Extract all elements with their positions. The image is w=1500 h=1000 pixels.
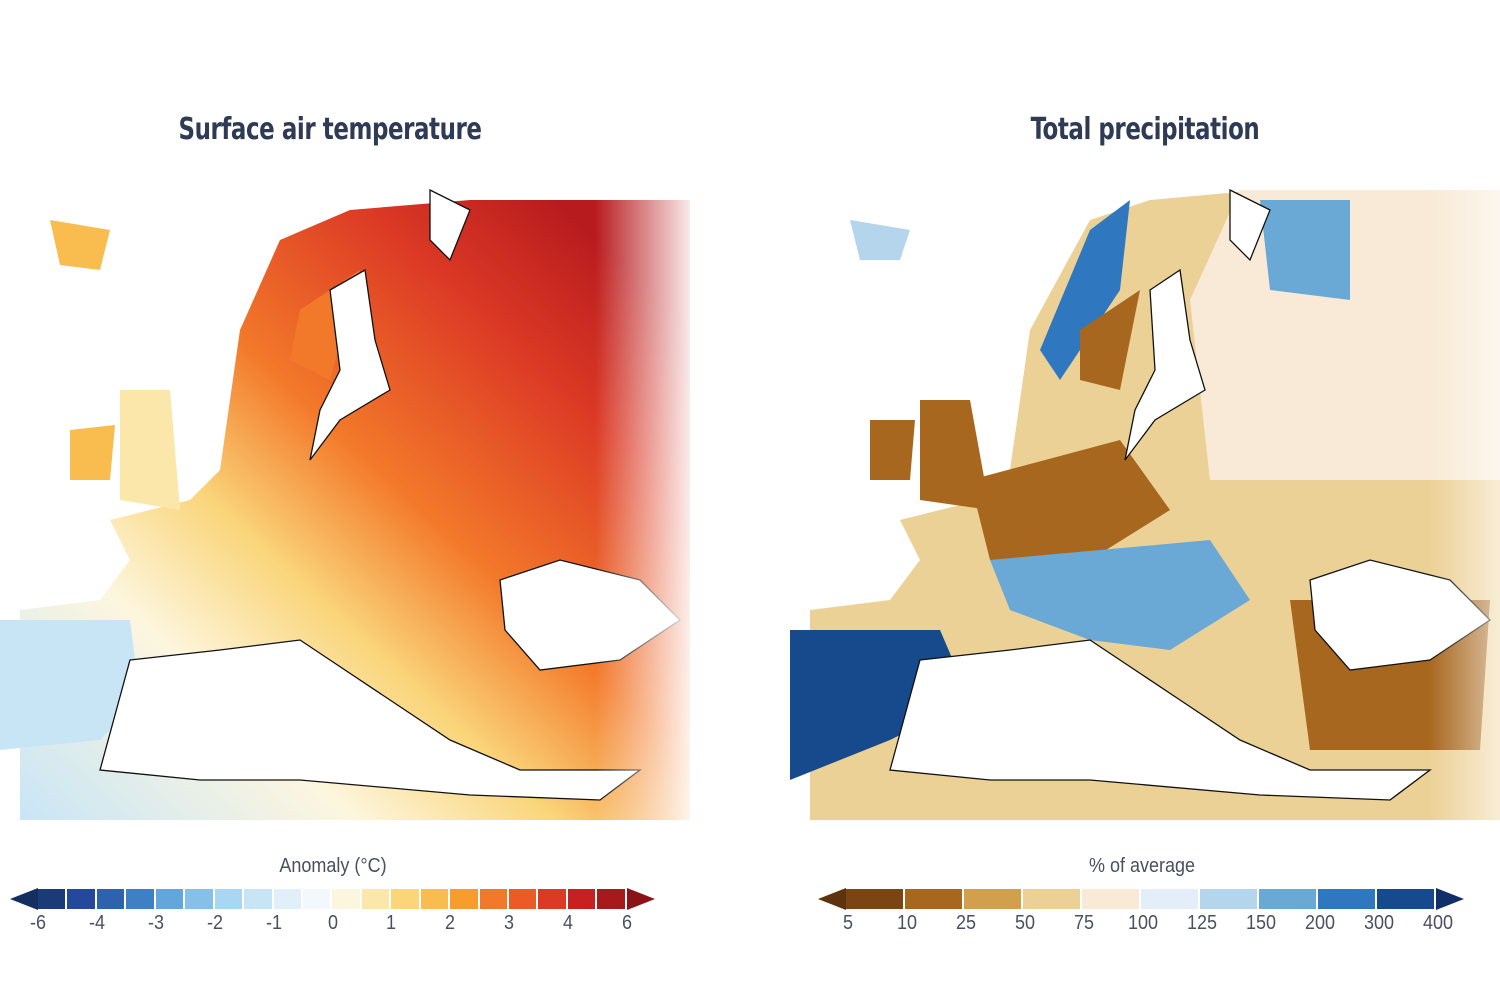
colorbar-tick-label: 0 [327,912,338,934]
colorbar-tick-label: 6 [621,912,633,934]
colorbar-segment [361,889,392,909]
colorbar-segment [450,889,480,909]
colorbar-tick-label: 4 [563,912,574,934]
colorbar-segment [38,889,68,909]
colorbar-tick-label: 25 [955,912,977,934]
colorbar-tick-label: -3 [147,912,164,934]
colorbar-low-arrow [818,888,846,910]
precipitation-map-title: Total precipitation [1030,112,1260,147]
colorbar-tick-label: 3 [504,912,515,934]
precipitation-colorbar [818,888,1466,910]
colorbar-tick-label: 150 [1245,912,1277,934]
colorbar-segment [273,889,303,909]
colorbar-high-arrow [626,888,655,910]
colorbar-tick-label: 10 [896,912,918,934]
colorbar-segment [244,889,274,909]
colorbar-tick-label: -1 [265,912,282,934]
colorbar-tick-label: 300 [1363,912,1395,934]
colorbar-segment [214,889,245,909]
colorbar-tick-label: 125 [1186,912,1218,934]
colorbar-segment [185,889,215,909]
temperature-colorbar [10,888,655,910]
precipitation-legend-title: % of average [1088,855,1196,877]
colorbar-segment [420,889,451,909]
colorbar-tick-label: 400 [1422,912,1454,934]
colorbar-segment [567,889,598,909]
colorbar-low-arrow [10,888,38,910]
colorbar-segment [1318,889,1377,909]
colorbar-tick-label: 100 [1127,912,1159,934]
colorbar-segment [1259,889,1318,909]
colorbar-tick-label: 50 [1014,912,1036,934]
colorbar-segment [538,889,568,909]
colorbar-segment [332,889,362,909]
colorbar-segment [1200,889,1259,909]
colorbar-segment [846,889,905,909]
colorbar-segment [964,889,1023,909]
colorbar-segment [302,889,333,909]
colorbar-segment [67,889,97,909]
colorbar-high-arrow [1436,888,1464,910]
temperature-legend-title: Anomaly (°C) [279,855,387,877]
colorbar-segment [1023,889,1082,909]
colorbar-segment [1082,889,1141,909]
temperature-map-title: Surface air temperature [178,112,482,147]
colorbar-segment [126,889,156,909]
colorbar-segment [509,889,539,909]
colorbar-segment [905,889,964,909]
colorbar-tick-label: 200 [1304,912,1336,934]
colorbar-tick-label: 2 [445,912,456,934]
precipitation-colorbar-ticks: 5 10 25 50 75 100 125 150 200 300 400 [0,912,1500,938]
temperature-colorbar-ticks: -6 -4 -3 -2 -1 0 1 2 3 4 6 [0,912,700,938]
colorbar-tick-label: -2 [206,912,223,934]
colorbar-segment [391,889,421,909]
colorbar-tick-label: -4 [88,912,105,934]
colorbar-segment [1377,889,1436,909]
colorbar-segment [96,889,127,909]
colorbar-tick-label: 5 [842,912,854,934]
colorbar-segment [155,889,186,909]
colorbar-segment [597,889,627,909]
precipitation-map [790,180,1500,830]
colorbar-segment [1141,889,1200,909]
temperature-anomaly-map [0,180,700,830]
colorbar-tick-label: 1 [386,912,397,934]
colorbar-tick-label: -6 [29,912,47,934]
colorbar-tick-label: 75 [1073,912,1095,934]
colorbar-segment [479,889,509,909]
